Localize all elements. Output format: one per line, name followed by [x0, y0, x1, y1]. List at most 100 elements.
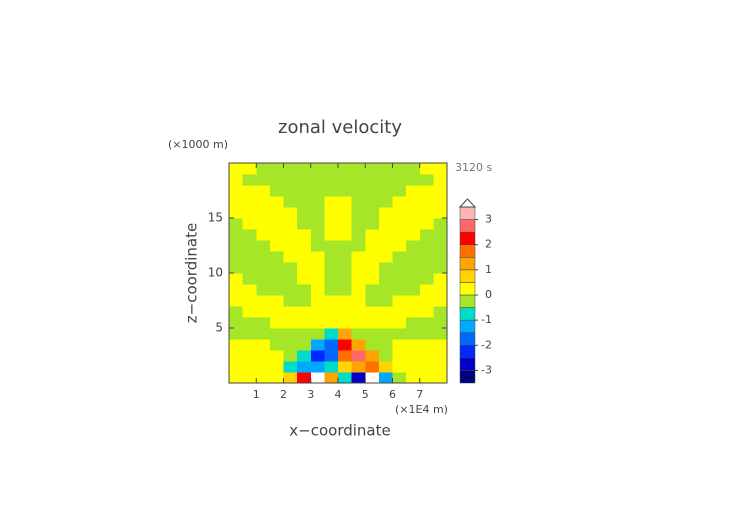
field-cell — [269, 207, 284, 219]
field-cell — [433, 328, 448, 340]
field-cell — [378, 339, 393, 351]
chart-title: zonal velocity — [278, 117, 402, 138]
field-cell — [229, 339, 244, 351]
field-cell — [365, 361, 380, 373]
field-cell — [365, 262, 380, 274]
field-cell — [351, 328, 366, 340]
field-cell — [419, 229, 434, 241]
field-cell — [433, 361, 448, 373]
field-cell — [297, 339, 312, 351]
field-cell — [242, 350, 257, 362]
field-cell — [269, 229, 284, 241]
field-cell — [269, 251, 284, 263]
colorbar-segment — [459, 332, 476, 346]
field-cell — [283, 262, 298, 274]
y-tick-label: 5 — [215, 321, 223, 335]
field-cell — [242, 196, 257, 208]
field-cell — [392, 284, 407, 296]
field-cell — [297, 361, 312, 373]
field-cell — [392, 328, 407, 340]
field-cell — [406, 372, 421, 384]
colorbar-tick-label: -1 — [481, 313, 492, 326]
field-cell — [256, 361, 271, 373]
field-cell — [392, 185, 407, 197]
field-cell — [242, 251, 257, 263]
field-cell — [378, 207, 393, 219]
field-cell — [256, 273, 271, 285]
field-cell — [351, 229, 366, 241]
field-cell — [229, 350, 244, 362]
field-cell — [378, 317, 393, 329]
field-cell — [256, 185, 271, 197]
field-cell — [338, 240, 353, 252]
field-cell — [365, 350, 380, 362]
field-cell — [256, 196, 271, 208]
field-cell — [365, 317, 380, 329]
field-cell — [283, 317, 298, 329]
field-cell — [406, 251, 421, 263]
y-tick-label: 15 — [208, 211, 223, 225]
field-cell — [324, 218, 339, 230]
field-cell — [378, 328, 393, 340]
field-cell — [378, 273, 393, 285]
field-cell — [419, 218, 434, 230]
field-cell — [338, 185, 353, 197]
field-cell — [324, 361, 339, 373]
field-cell — [324, 339, 339, 351]
field-cell — [406, 350, 421, 362]
field-cell — [324, 196, 339, 208]
field-cell — [338, 251, 353, 263]
field-cell — [338, 350, 353, 362]
field-cell — [419, 317, 434, 329]
field-cell — [283, 196, 298, 208]
field-cell — [256, 372, 271, 384]
field-cell — [324, 306, 339, 318]
field-cell — [378, 295, 393, 307]
field-cell — [392, 350, 407, 362]
field-cell — [419, 185, 434, 197]
field-cell — [392, 295, 407, 307]
field-cell — [338, 174, 353, 186]
field-cell — [269, 185, 284, 197]
field-cell — [242, 218, 257, 230]
field-cell — [419, 361, 434, 373]
field-cell — [365, 339, 380, 351]
field-cell — [229, 273, 244, 285]
colorbar-tick-label: -2 — [481, 338, 492, 351]
field-cell — [297, 163, 312, 175]
field-cell — [351, 163, 366, 175]
field-cell — [406, 196, 421, 208]
field-cell — [406, 262, 421, 274]
field-cell — [433, 372, 448, 384]
field-cell — [324, 350, 339, 362]
field-cell — [338, 306, 353, 318]
field-cell — [378, 284, 393, 296]
field-cell — [324, 284, 339, 296]
field-cell — [338, 207, 353, 219]
field-cell — [406, 229, 421, 241]
field-cell — [310, 218, 325, 230]
colorbar-segment — [459, 257, 476, 271]
field-cell — [297, 328, 312, 340]
field-cell — [433, 229, 448, 241]
field-cell — [310, 240, 325, 252]
field-cell — [392, 196, 407, 208]
field-cell — [419, 163, 434, 175]
field-cell — [365, 240, 380, 252]
field-cell — [406, 163, 421, 175]
field-cell — [283, 229, 298, 241]
field-cell — [256, 174, 271, 186]
field-cell — [392, 174, 407, 186]
field-cell — [406, 218, 421, 230]
field-cell — [297, 185, 312, 197]
field-cell — [283, 361, 298, 373]
field-cell — [242, 317, 257, 329]
field-cell — [338, 196, 353, 208]
field-cell — [229, 284, 244, 296]
field-cell — [269, 196, 284, 208]
field-cell — [433, 273, 448, 285]
field-cell — [242, 295, 257, 307]
field-cell — [229, 251, 244, 263]
field-cell — [229, 229, 244, 241]
